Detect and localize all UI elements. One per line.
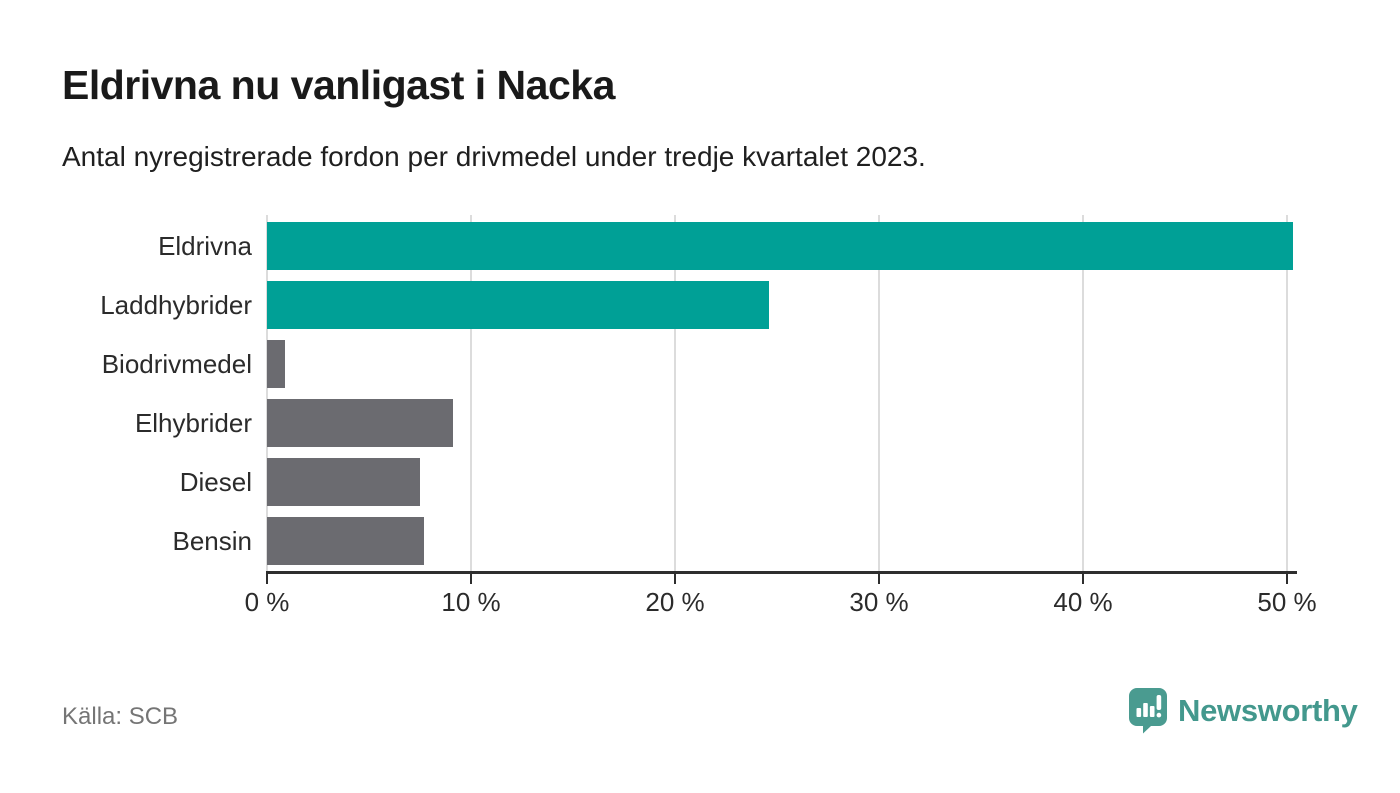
x-axis-line — [266, 571, 1297, 574]
bar-laddhybrider — [267, 281, 769, 329]
tick-label-50: 50 % — [1257, 587, 1317, 617]
plot-area: 0 % 10 % 20 % 30 % 40 % 50 % — [245, 215, 1317, 617]
tick-mark-0 — [266, 571, 268, 584]
tick-label-40: 40 % — [1053, 587, 1113, 617]
newsworthy-wordmark: Newsworthy — [1178, 692, 1358, 728]
source-text: Källa: SCB — [62, 703, 179, 730]
bar-bensin — [267, 517, 425, 565]
tick-mark-50 — [1286, 571, 1288, 584]
gridline-20 — [674, 215, 676, 571]
category-labels: Eldrivna Laddhybrider Biodrivmedel Elhybrid… — [0, 215, 252, 571]
gridline-40 — [1082, 215, 1084, 571]
category-label-diesel: Diesel — [179, 467, 252, 497]
page-title: Eldrivna nu vanligast i Nacka — [62, 62, 615, 108]
tick-label-0: 0 % — [244, 587, 290, 617]
category-label-biodrivmedel: Biodrivmedel — [101, 349, 252, 379]
tick-label-30: 30 % — [849, 587, 909, 617]
tick-mark-20 — [674, 571, 676, 584]
category-label-bensin: Bensin — [172, 526, 253, 556]
page-subtitle: Antal nyregistrerade fordon per drivmede… — [62, 141, 926, 172]
category-label-laddhybrider: Laddhybrider — [100, 290, 252, 320]
gridline-30 — [878, 215, 880, 571]
tick-label-20: 20 % — [645, 587, 705, 617]
tick-label-10: 10 % — [441, 587, 501, 617]
bar-biodrivmedel — [267, 340, 286, 388]
bar-diesel — [267, 458, 420, 506]
tick-mark-40 — [1082, 571, 1084, 584]
bar-eldrivna — [267, 222, 1294, 270]
tick-mark-30 — [878, 571, 880, 584]
gridline-10 — [470, 215, 472, 571]
category-label-eldrivna: Eldrivna — [158, 231, 252, 261]
gridline-50 — [1286, 215, 1288, 571]
gridline-0 — [266, 215, 268, 571]
tick-mark-10 — [470, 571, 472, 584]
speech-bubble-bar-chart-icon — [1128, 687, 1168, 734]
category-label-elhybrider: Elhybrider — [134, 408, 252, 438]
bar-elhybrider — [267, 399, 453, 447]
newsworthy-logo: Newsworthy — [1128, 687, 1358, 734]
